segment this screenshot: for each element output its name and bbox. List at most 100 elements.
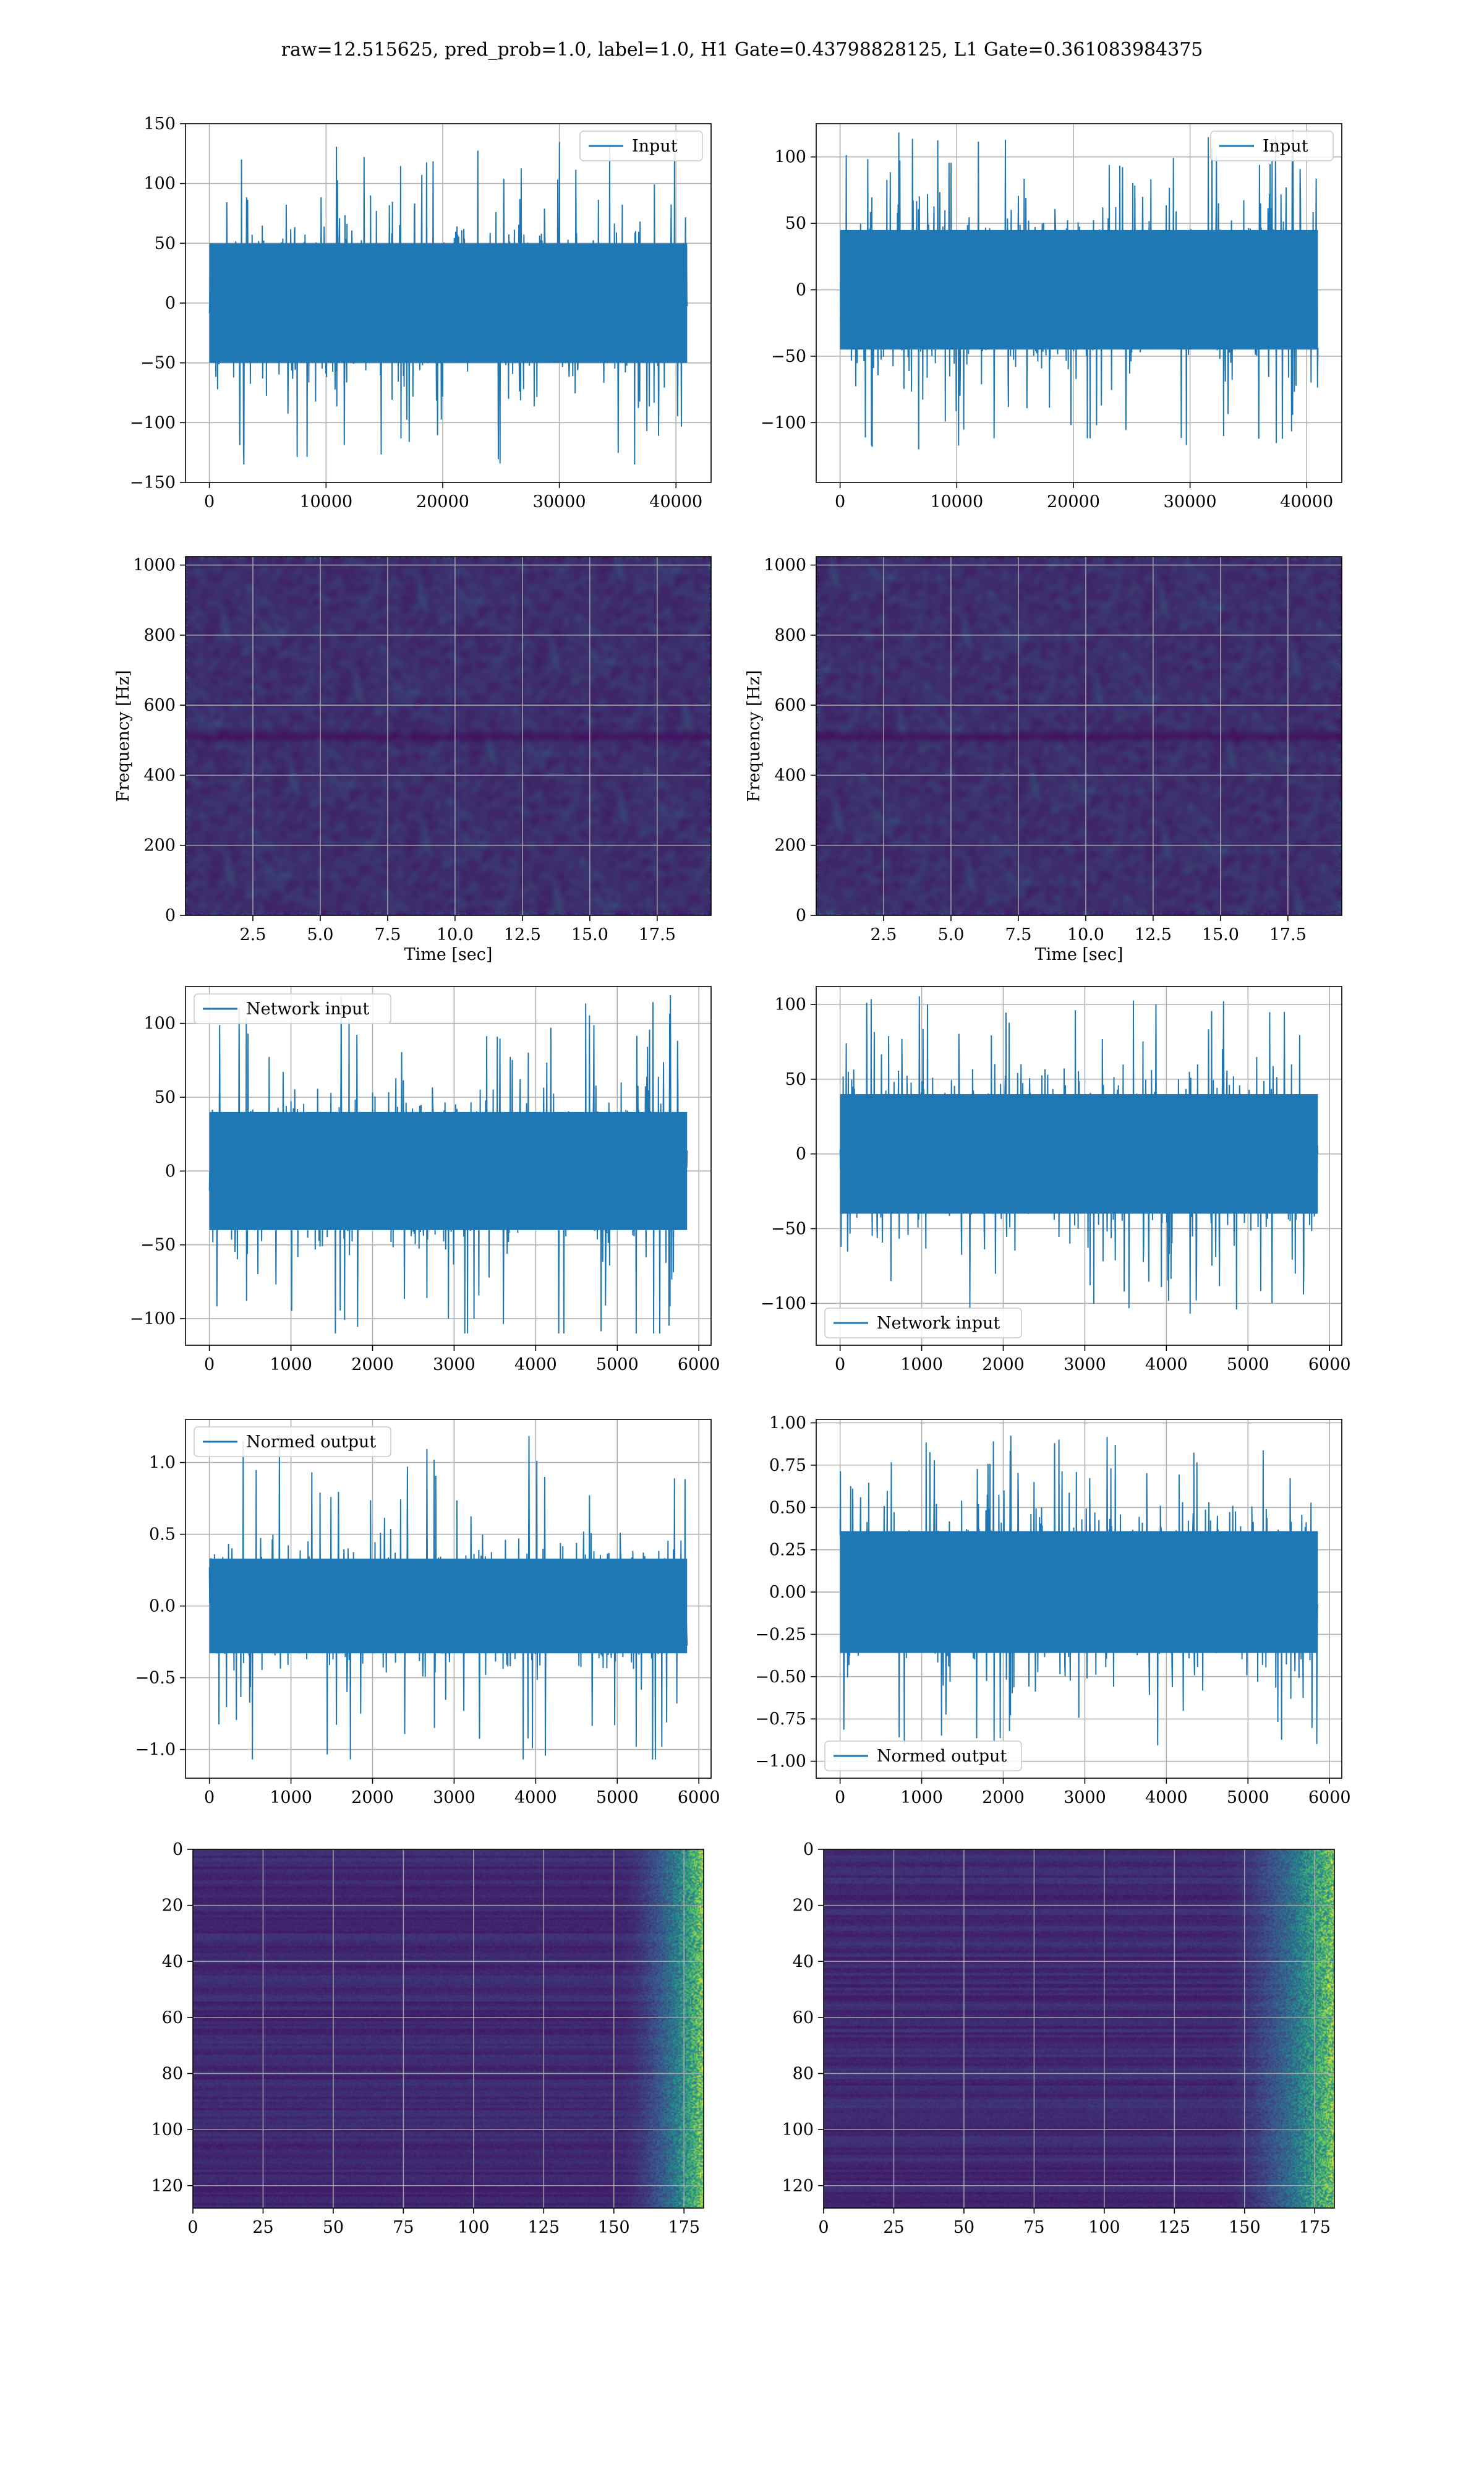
axes-frame xyxy=(823,1849,1335,2209)
x-tick-label: 0 xyxy=(835,1355,845,1374)
y-tick-label: 50 xyxy=(785,1070,806,1089)
y-tick-label: 50 xyxy=(785,214,806,233)
legend-box xyxy=(579,131,703,161)
y-tick-label: −150 xyxy=(130,473,176,492)
x-tick-label: 5000 xyxy=(596,1355,639,1374)
y-tick-label: 50 xyxy=(155,1088,176,1107)
y-tick-label: −100 xyxy=(761,1294,806,1313)
y-tick-label: 0.00 xyxy=(769,1583,806,1602)
x-tick-label: 4000 xyxy=(1145,1355,1188,1374)
axes-frame xyxy=(816,123,1342,483)
series-band xyxy=(840,1531,1318,1653)
y-axis-label: Frequency [Hz] xyxy=(114,670,133,802)
x-tick-label: 1000 xyxy=(270,1355,312,1374)
heatmap-image xyxy=(193,1849,704,2208)
x-tick-label: 40000 xyxy=(649,492,702,511)
x-tick-label: 175 xyxy=(668,2218,700,2237)
legend-label: Network input xyxy=(246,999,369,1019)
y-tick-label: 0 xyxy=(796,281,806,300)
x-tick-label: 50 xyxy=(323,2218,344,2237)
y-tick-label: −100 xyxy=(130,1309,176,1329)
x-tick-label: 100 xyxy=(1088,2218,1120,2237)
y-tick-label: −50 xyxy=(140,1236,176,1255)
legend-label: Input xyxy=(1263,137,1308,156)
subplot-p1: 0 10000 20000 30000 40000 −100 −50 0 50 100 Input xyxy=(761,123,1342,511)
y-tick-label: 0 xyxy=(796,1145,806,1164)
x-tick-label: 3000 xyxy=(433,1788,475,1807)
x-tick-label: 100 xyxy=(458,2218,490,2237)
x-tick-label: 150 xyxy=(1229,2218,1261,2237)
legend: Normed output xyxy=(824,1740,1022,1771)
y-tick-label: −0.25 xyxy=(755,1625,806,1644)
y-tick-label: −50 xyxy=(771,347,806,366)
x-tick-label: 2000 xyxy=(982,1788,1025,1807)
x-tick-label: 3000 xyxy=(433,1355,475,1374)
x-tick-label: 4000 xyxy=(514,1788,557,1807)
y-tick-label: 100 xyxy=(774,995,806,1014)
y-tick-label: 0.0 xyxy=(149,1597,176,1616)
y-tick-label: −50 xyxy=(771,1220,806,1239)
heatmap-image xyxy=(816,557,1342,915)
y-tick-label: −100 xyxy=(761,413,806,432)
x-tick-label: 10.0 xyxy=(437,925,474,944)
y-tick-label: 1000 xyxy=(133,556,176,575)
x-tick-label: 1000 xyxy=(270,1788,312,1807)
x-tick-label: 2.5 xyxy=(239,925,266,944)
y-tick-label: 0.5 xyxy=(149,1525,176,1544)
axes-frame xyxy=(185,556,712,916)
y-tick-label: 50 xyxy=(155,234,176,253)
subplot-p0: 0 10000 20000 30000 40000 −150 −100 −50 0 50 100 15… xyxy=(130,114,712,511)
axes-frame xyxy=(816,1419,1342,1779)
y-tick-label: 100 xyxy=(143,174,176,194)
y-tick-label: 40 xyxy=(162,1952,183,1971)
legend-box xyxy=(824,1308,1022,1338)
legend-box xyxy=(194,993,391,1024)
y-tick-label: 0.75 xyxy=(769,1456,806,1475)
y-tick-label: 800 xyxy=(143,626,176,645)
y-tick-label: 400 xyxy=(143,766,176,785)
legend: Input xyxy=(1210,131,1334,161)
x-tick-label: 25 xyxy=(252,2218,273,2237)
y-tick-label: 0.50 xyxy=(769,1498,806,1517)
x-tick-label: 2.5 xyxy=(870,925,897,944)
y-tick-label: −0.50 xyxy=(755,1667,806,1687)
series-band xyxy=(840,229,1318,350)
x-tick-label: 5.0 xyxy=(307,925,333,944)
legend-box xyxy=(194,1426,391,1457)
x-tick-label: 50 xyxy=(953,2218,974,2237)
legend: Normed output xyxy=(194,1426,391,1457)
x-tick-label: 10000 xyxy=(299,492,352,511)
x-tick-label: 7.5 xyxy=(1005,925,1031,944)
legend-label: Normed output xyxy=(877,1747,1007,1766)
y-tick-label: −1.0 xyxy=(135,1740,176,1760)
x-tick-label: 0 xyxy=(818,2218,829,2237)
y-tick-label: 40 xyxy=(793,1952,814,1971)
x-tick-label: 17.5 xyxy=(639,925,676,944)
x-tick-label: 10.0 xyxy=(1067,925,1104,944)
y-tick-label: −50 xyxy=(140,354,176,373)
y-tick-label: 0 xyxy=(165,294,176,313)
y-tick-label: 0 xyxy=(165,1162,176,1181)
x-tick-label: 5000 xyxy=(596,1788,639,1807)
y-tick-label: 1.0 xyxy=(149,1453,176,1473)
x-tick-label: 125 xyxy=(528,2218,560,2237)
y-tick-label: 800 xyxy=(774,626,806,645)
x-tick-label: 1000 xyxy=(900,1355,943,1374)
x-tick-label: 40000 xyxy=(1280,492,1333,511)
y-tick-label: 60 xyxy=(793,2008,814,2027)
subplot-p7: 0 1000 2000 3000 4000 5000 6000 −1.00 −0.75 −0.50… xyxy=(755,1413,1350,1807)
legend: Network input xyxy=(824,1308,1022,1338)
subplot-p9: 0 25 50 75 100 125 150 175 0 20 40 60 80 100 120 xyxy=(782,1840,1335,2237)
y-tick-label: 0.25 xyxy=(769,1541,806,1560)
axes-frame xyxy=(192,1849,704,2209)
x-tick-label: 7.5 xyxy=(374,925,401,944)
x-tick-label: 0 xyxy=(835,1788,845,1807)
x-tick-label: 150 xyxy=(598,2218,630,2237)
y-tick-label: 100 xyxy=(151,2120,183,2139)
grid xyxy=(824,1849,1334,2208)
legend: Input xyxy=(579,131,703,161)
x-tick-label: 25 xyxy=(883,2218,904,2237)
y-tick-label: 100 xyxy=(143,1014,176,1034)
x-tick-label: 0 xyxy=(204,492,215,511)
